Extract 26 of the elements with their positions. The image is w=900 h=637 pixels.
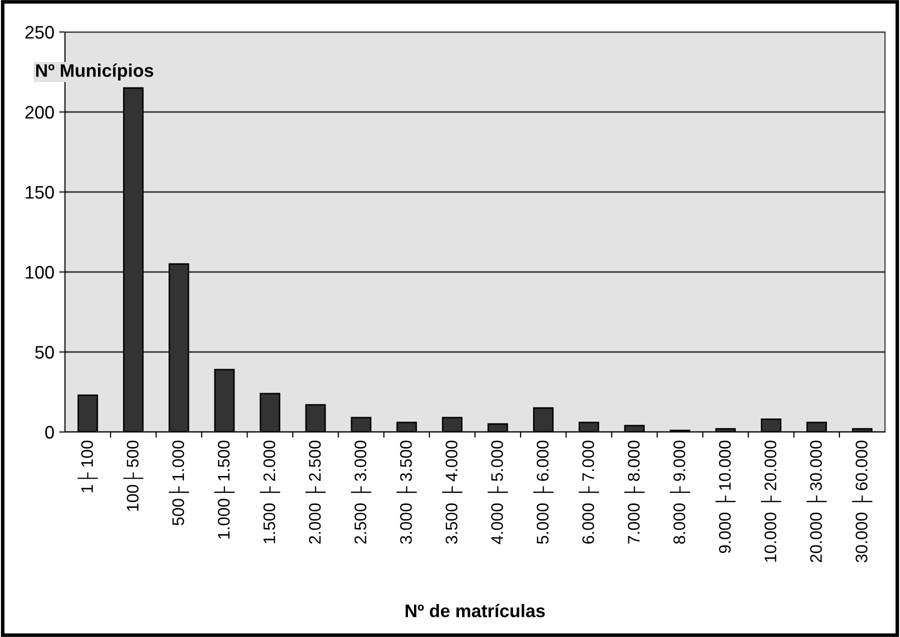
x-tick-label: 8.000 ├ 9.000 — [670, 440, 690, 544]
x-tick-label: 6.000 ├ 7.000 — [578, 440, 599, 544]
x-tick-label: 2.000 ├ 2.500 — [305, 440, 326, 544]
y-axis-title: Nº Municípios — [36, 64, 154, 80]
y-tick-label: 200 — [25, 106, 54, 119]
y-tick-label: 100 — [26, 266, 54, 279]
y-tick-label: 50 — [35, 346, 54, 359]
x-tick-label: 9.000 ├ 10.000 — [715, 440, 736, 553]
x-tick-label: 1├ 100 — [78, 440, 98, 492]
y-tick-label: 250 — [25, 26, 54, 39]
x-tick-label: 100├ 500 — [123, 440, 144, 511]
x-tick-label: 3.000 ├ 3.500 — [396, 440, 417, 544]
y-tick-label: 150 — [26, 186, 54, 199]
x-tick-label: 500├ 1.000 — [168, 440, 189, 526]
x-tick-label: 20.000 ├ 30.000 — [806, 440, 827, 562]
x-tick-label: 4.000 ├ 5.000 — [488, 440, 508, 544]
x-tick-label: 10.000 ├ 20.000 — [761, 440, 782, 562]
x-tick-label: 30.000 ├ 60.000 — [852, 440, 872, 562]
x-tick-label: 3.500 ├ 4.000 — [442, 440, 462, 544]
x-tick-label: 1.000├ 1.500 — [214, 440, 235, 539]
x-tick-label: 7.000 ├ 8.000 — [624, 440, 645, 544]
x-tick-label: 5.000 ├ 6.000 — [533, 440, 554, 544]
x-tick-label: 2.500 ├ 3.000 — [351, 440, 372, 544]
y-tick-label: 0 — [45, 426, 54, 439]
x-tick-label: 1.500 ├ 2.000 — [260, 440, 280, 544]
x-axis-title: Nº de matrículas — [406, 604, 545, 618]
